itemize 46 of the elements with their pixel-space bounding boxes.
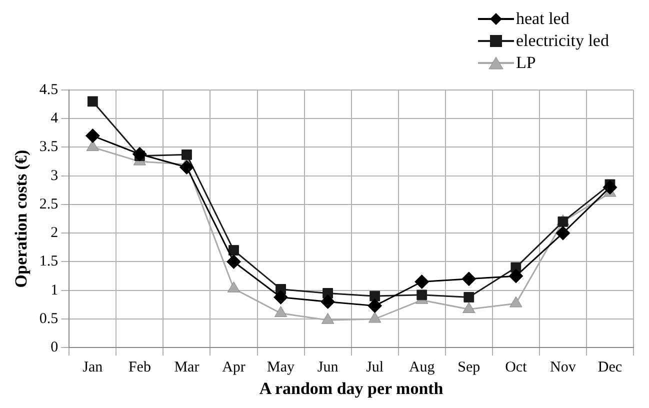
x-tick-label: Apr — [222, 360, 246, 376]
x-tick-label: Nov — [550, 360, 576, 376]
point — [228, 245, 239, 256]
point — [464, 292, 474, 302]
point — [556, 226, 570, 240]
x-tick-label: Jun — [317, 360, 339, 376]
x-tick-label: Jul — [366, 360, 384, 376]
y-tick-label: 1.5 — [39, 254, 58, 270]
point — [508, 268, 524, 284]
y-tick-label: 0.5 — [39, 310, 58, 327]
point — [416, 290, 428, 300]
point — [226, 254, 241, 269]
x-tick-label: Oct — [505, 360, 528, 376]
y-tick-label: 1 — [50, 282, 58, 298]
y-tick-label: 4 — [50, 110, 59, 127]
point — [132, 146, 147, 162]
point — [414, 274, 430, 290]
y-tick-label: 2 — [50, 225, 58, 242]
x-tick-label: Dec — [598, 360, 622, 376]
legend-label: electricity led — [516, 30, 609, 52]
y-tick-label: 4.5 — [39, 82, 58, 98]
point — [602, 180, 618, 195]
point — [179, 160, 194, 175]
x-tick-label: May — [267, 360, 296, 376]
x-axis-title: A random day per month — [259, 379, 444, 398]
point — [368, 298, 382, 314]
x-tick-label: Aug — [408, 360, 436, 376]
point — [274, 306, 288, 318]
x-tick-label: Feb — [128, 360, 151, 376]
y-tick-label: 3 — [50, 168, 58, 184]
x-tick-label: Jan — [82, 360, 104, 376]
legend-label: heat led — [516, 8, 570, 30]
x-tick-label: Mar — [174, 360, 200, 376]
x-tick-label: Sep — [458, 360, 480, 376]
point — [85, 128, 100, 144]
legend-label: LP — [516, 52, 536, 74]
y-axis-title: Operation costs (€) — [12, 150, 31, 288]
point — [462, 272, 476, 286]
y-tick-label: 2.5 — [39, 196, 58, 212]
point — [182, 149, 192, 160]
point — [274, 290, 288, 304]
point — [370, 290, 380, 302]
y-tick-label: 3.5 — [39, 139, 58, 156]
point — [320, 294, 336, 310]
point — [87, 96, 98, 107]
y-tick-label: 0 — [50, 340, 58, 356]
